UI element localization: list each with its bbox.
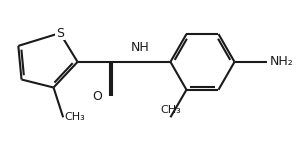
Text: S: S xyxy=(56,27,64,40)
Text: NH: NH xyxy=(131,41,149,54)
Text: NH₂: NH₂ xyxy=(270,55,294,68)
Text: CH₃: CH₃ xyxy=(160,105,181,115)
Text: CH₃: CH₃ xyxy=(65,112,86,122)
Text: O: O xyxy=(93,90,103,103)
